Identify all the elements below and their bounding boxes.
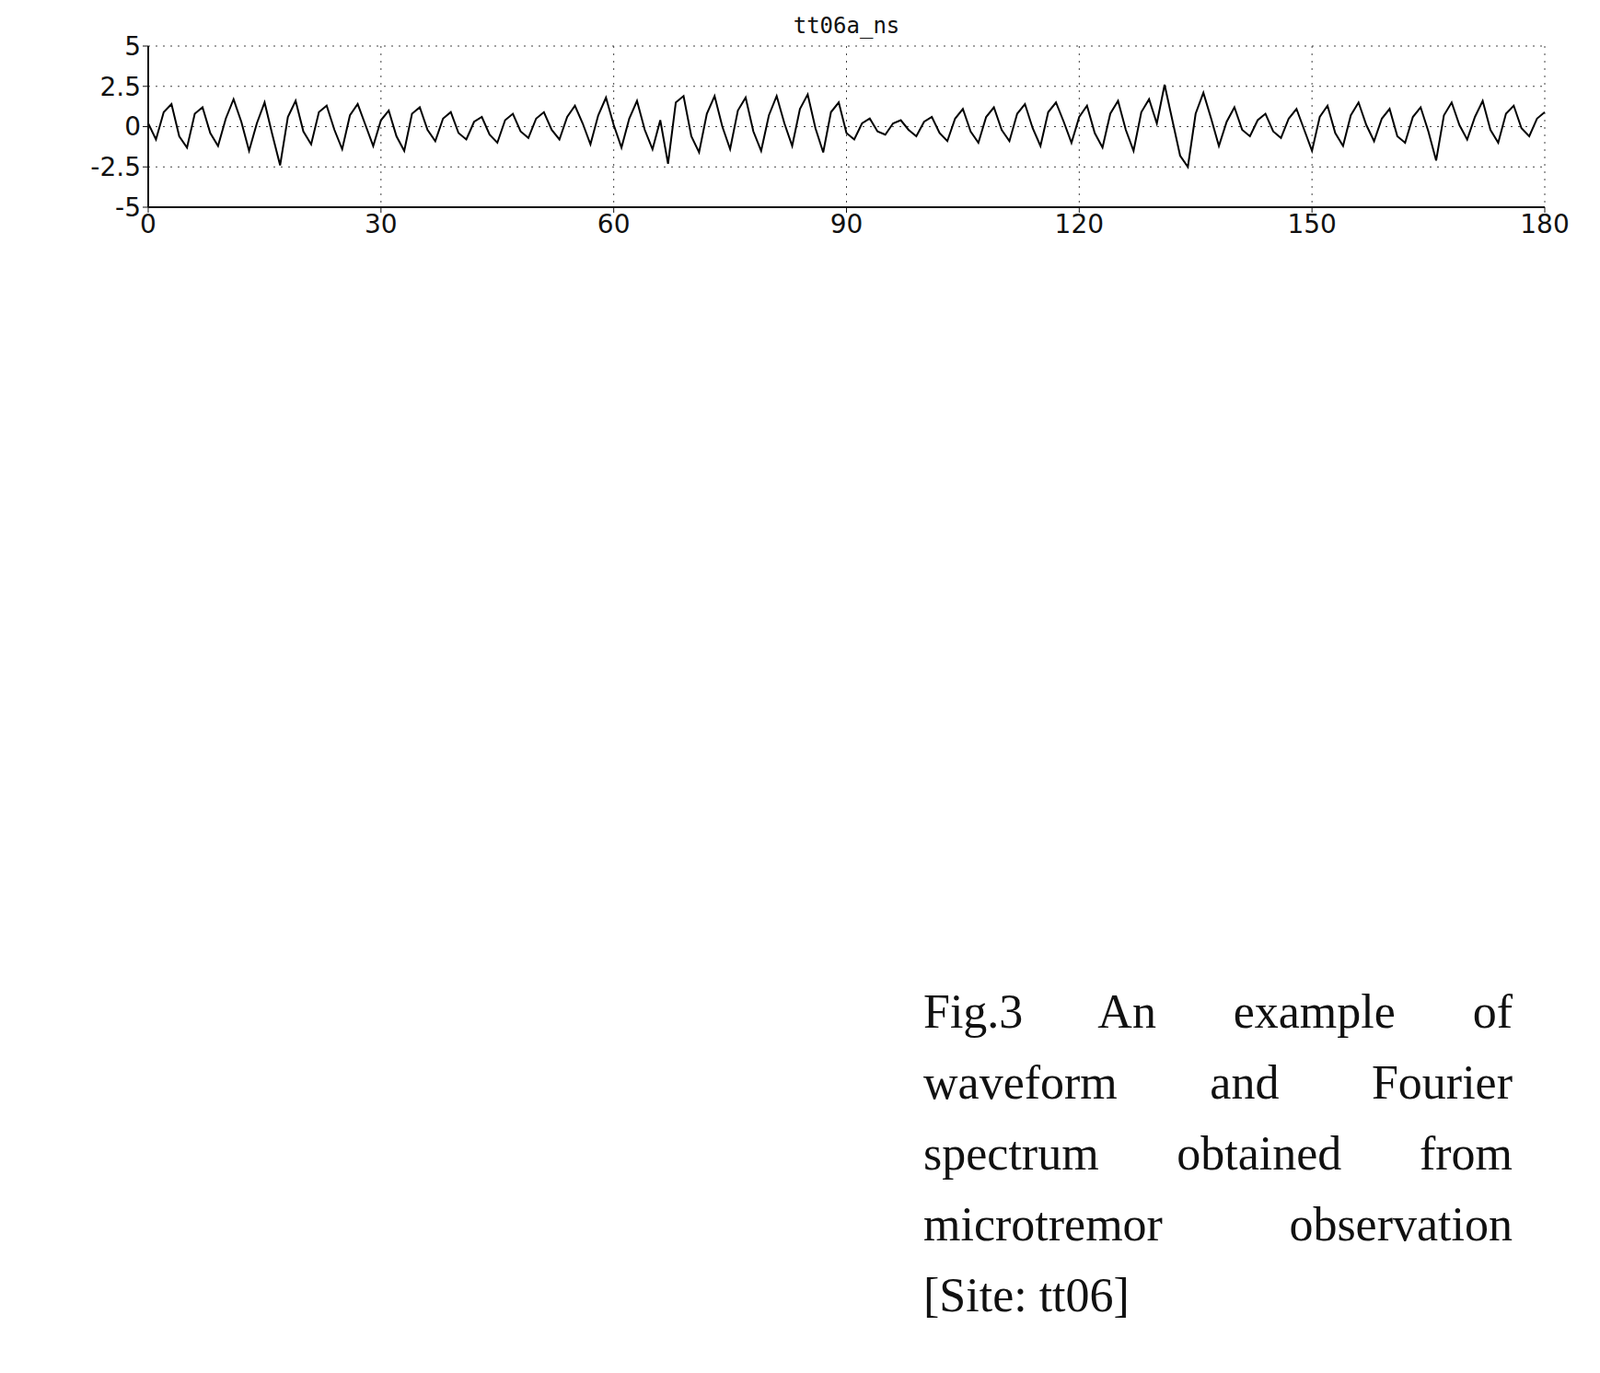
svg-text:60: 60 bbox=[597, 208, 631, 240]
svg-text:30: 30 bbox=[364, 208, 398, 240]
svg-text:5: 5 bbox=[124, 31, 141, 62]
svg-text:2.5: 2.5 bbox=[99, 71, 141, 103]
svg-text:90: 90 bbox=[830, 208, 864, 240]
html-text:Fig.3 An example of waveform a: Fig.3 An example of waveform and Fourier… bbox=[923, 985, 1513, 1322]
svg-text:0: 0 bbox=[124, 111, 141, 142]
html-text:tt06a_ns: tt06a_ns bbox=[793, 12, 900, 39]
svg-text:120: 120 bbox=[1055, 208, 1104, 240]
svg-text:-5: -5 bbox=[115, 192, 141, 223]
svg-text:150: 150 bbox=[1286, 208, 1336, 240]
svg-text:-2.5: -2.5 bbox=[90, 151, 141, 183]
svg-text:0: 0 bbox=[139, 208, 157, 240]
svg-text:180: 180 bbox=[1519, 208, 1569, 240]
